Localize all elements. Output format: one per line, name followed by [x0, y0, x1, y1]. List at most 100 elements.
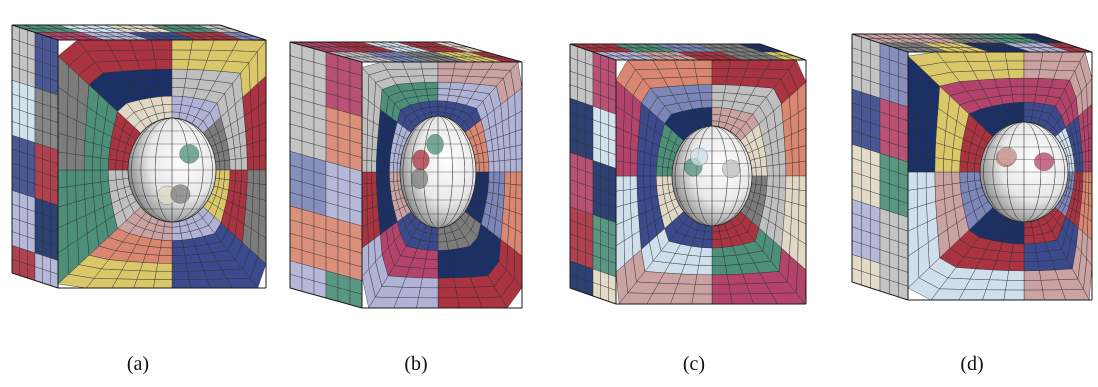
- front-cell: [252, 141, 260, 158]
- front-cell: [154, 271, 173, 280]
- front-cell: [661, 166, 669, 177]
- cube-edge: [851, 33, 909, 53]
- front-cell: [1010, 86, 1025, 96]
- front-cell: [503, 195, 511, 211]
- front-cell: [238, 130, 247, 147]
- front-cell: [246, 156, 254, 171]
- front-cell: [966, 162, 975, 173]
- front-cell: [785, 175, 793, 190]
- front-cell: [171, 111, 181, 119]
- front-cell: [171, 78, 187, 88]
- front-cell: [951, 171, 961, 185]
- front-cell: [951, 182, 962, 197]
- front-cell: [503, 146, 511, 161]
- side-cell: [27, 71, 36, 88]
- side-cell: [11, 121, 20, 138]
- side-cell: [34, 59, 43, 77]
- front-cell: [457, 297, 483, 309]
- front-cell: [1023, 86, 1038, 96]
- front-cell: [420, 61, 439, 70]
- front-cell: [997, 86, 1013, 97]
- front-cell: [129, 39, 154, 51]
- front-cell: [1023, 227, 1034, 237]
- caption-c: (c): [682, 353, 706, 375]
- front-cell: [674, 59, 696, 69]
- front-cell: [437, 297, 460, 309]
- front-cell: [478, 171, 485, 182]
- front-cell: [371, 148, 378, 162]
- front-cell: [643, 175, 651, 188]
- front-cell: [183, 246, 199, 256]
- front-cell: [951, 159, 961, 173]
- front-cell: [425, 88, 439, 96]
- front-cell: [75, 169, 85, 186]
- front-cell: [418, 287, 439, 299]
- side-cell: [19, 192, 28, 210]
- front-cell: [916, 154, 927, 173]
- side-cell: [19, 206, 28, 224]
- side-cell: [34, 238, 43, 256]
- side-face: [289, 41, 363, 309]
- front-cell: [253, 155, 260, 171]
- front-cell: [410, 82, 427, 91]
- side-cell: [34, 156, 43, 174]
- front-cell: [1079, 171, 1084, 182]
- front-cell: [159, 87, 173, 97]
- front-cell: [229, 158, 236, 171]
- front-cell: [437, 268, 454, 279]
- front-cell: [361, 159, 368, 173]
- front-cell: [987, 60, 1009, 71]
- front-cell: [259, 154, 267, 171]
- cube-edges: [11, 24, 267, 289]
- front-cell: [100, 180, 111, 195]
- front-cell: [361, 195, 368, 211]
- front-cell: [755, 175, 762, 186]
- front-cell: [694, 68, 713, 77]
- front-cell: [157, 255, 173, 264]
- cavity-patch: [179, 144, 200, 164]
- front-cell: [784, 148, 793, 164]
- front-cell: [240, 169, 248, 183]
- front-cell: [636, 163, 645, 177]
- front-cell: [629, 162, 638, 177]
- front-cell: [925, 186, 936, 205]
- front-cell: [760, 165, 768, 177]
- cube-edges: [569, 43, 807, 305]
- front-cell: [916, 187, 927, 208]
- front-cell: [492, 149, 500, 162]
- front-cell: [791, 147, 800, 164]
- spherical-cavity: [979, 121, 1069, 223]
- front-cell: [755, 166, 762, 177]
- front-cell: [115, 169, 124, 181]
- cube-edge: [759, 43, 807, 61]
- side-cell: [27, 195, 36, 212]
- front-cell: [437, 68, 455, 76]
- front-cell: [1003, 289, 1025, 301]
- front-cell: [252, 182, 260, 199]
- cube-edge: [289, 41, 363, 63]
- front-cell: [259, 139, 267, 157]
- front-cell: [122, 169, 129, 180]
- front-cell: [136, 270, 157, 280]
- side-cell: [50, 51, 59, 68]
- side-cell: [50, 133, 59, 151]
- front-cell: [792, 161, 800, 177]
- front-cell: [487, 150, 495, 163]
- side-cell: [11, 203, 20, 221]
- panel-a: (a): [0, 0, 274, 387]
- front-cell: [375, 160, 382, 173]
- side-cell: [19, 137, 28, 155]
- side-cell: [34, 114, 43, 132]
- front-cell: [1007, 69, 1025, 79]
- caption-a: (a): [126, 353, 150, 375]
- front-cell: [636, 187, 645, 202]
- front-cell: [171, 68, 188, 79]
- front-cell: [437, 61, 456, 70]
- side-cell: [27, 126, 36, 143]
- front-cell: [726, 273, 747, 285]
- front-cell: [629, 175, 638, 190]
- front-cell: [784, 134, 793, 152]
- front-cell: [153, 279, 173, 289]
- side-cell: [34, 183, 43, 201]
